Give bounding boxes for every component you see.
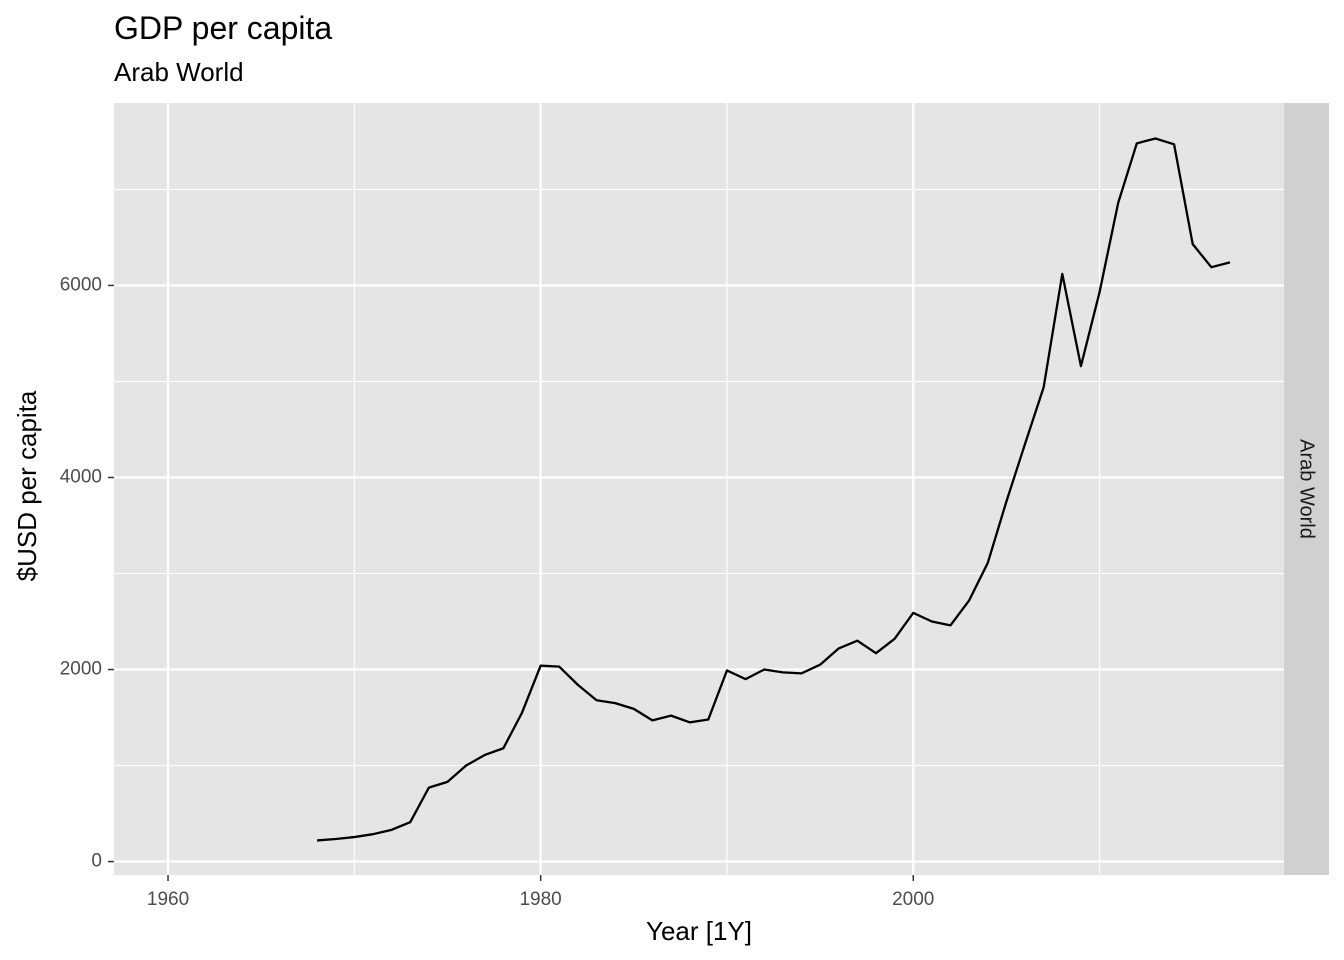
axis-ticks (108, 284, 915, 881)
facet-strip-label: Arab World (1296, 439, 1318, 539)
minor-gridlines (114, 103, 1284, 875)
y-tick-label: 0 (91, 851, 102, 872)
chart-title: GDP per capita (114, 10, 333, 46)
major-gridlines (114, 103, 1284, 875)
x-axis-title: Year [1Y] (646, 916, 752, 946)
x-tick-label: 1980 (519, 889, 561, 910)
x-tick-label: 1960 (147, 889, 189, 910)
x-tick-label: 2000 (892, 889, 934, 910)
facet-strip (1284, 103, 1329, 875)
y-tick-label: 4000 (60, 466, 102, 487)
y-tick-label: 2000 (60, 659, 102, 680)
y-tick-label: 6000 (60, 274, 102, 295)
chart-subtitle: Arab World (114, 57, 244, 87)
plot-panel (114, 103, 1284, 875)
series-line-arab-world (316, 137, 1231, 842)
y-axis-title: $USD per capita (12, 390, 42, 581)
tick-labels: 1960 1980 2000 0 2000 4000 6000 (60, 274, 935, 910)
